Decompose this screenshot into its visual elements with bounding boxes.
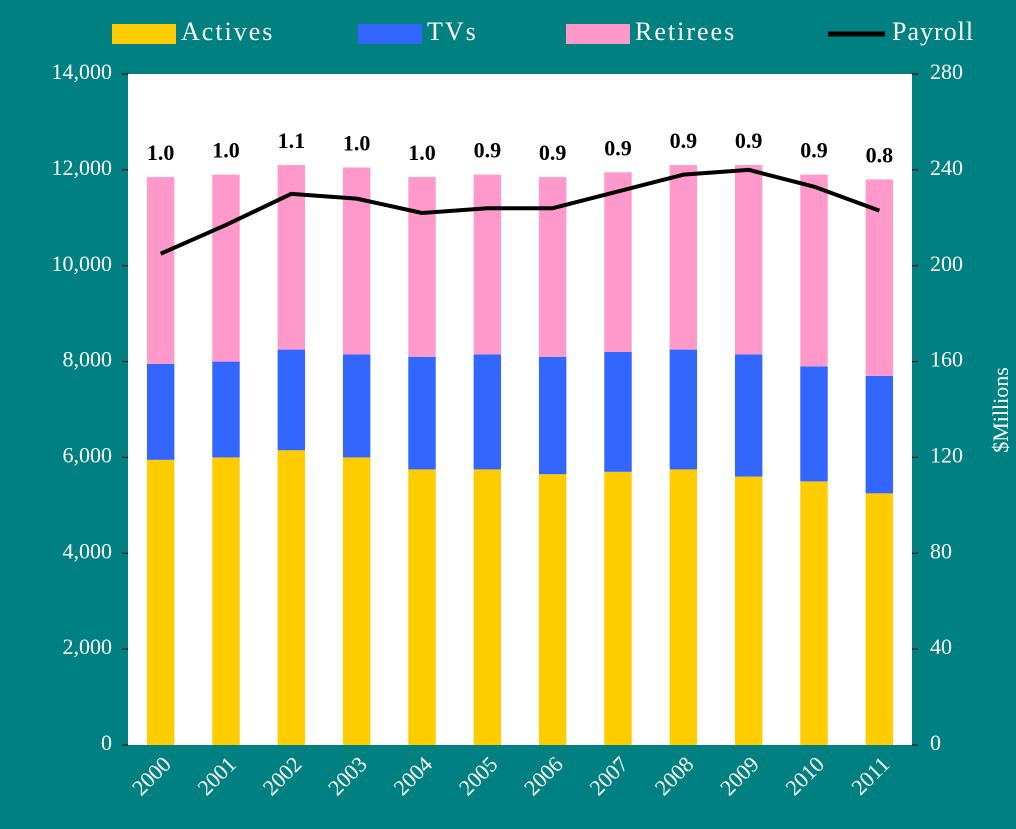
y2-tick-label: 120 xyxy=(930,442,963,467)
y-tick-label: 2,000 xyxy=(63,634,113,659)
y-tick-label: 0 xyxy=(101,730,112,755)
legend-label: Retirees xyxy=(635,17,736,46)
y2-tick-label: 160 xyxy=(930,347,963,372)
bar-top-label: 0.9 xyxy=(670,128,698,153)
y-tick-label: 8,000 xyxy=(63,347,113,372)
bar-top-label: 1.0 xyxy=(212,138,240,163)
y2-tick-label: 40 xyxy=(930,634,952,659)
bar xyxy=(146,363,175,460)
bar xyxy=(604,351,632,472)
line xyxy=(159,167,881,256)
bar-top-label: 1.1 xyxy=(278,128,306,153)
y-tick-label: 10,000 xyxy=(52,251,113,276)
bar xyxy=(277,349,306,451)
legend-label: Actives xyxy=(181,17,274,46)
y-tick-label: 4,000 xyxy=(63,538,113,563)
bar xyxy=(212,361,240,458)
bar xyxy=(669,349,698,470)
bar xyxy=(342,354,371,458)
legend-swatch xyxy=(358,24,422,44)
bar xyxy=(669,469,698,745)
bar xyxy=(342,457,371,745)
y2-tick-label: 0 xyxy=(930,730,941,755)
bar-top-label: 1.0 xyxy=(343,131,371,156)
bar-top-label: 1.0 xyxy=(147,140,175,165)
bar-top-label: 0.9 xyxy=(539,140,567,165)
bar xyxy=(473,469,502,745)
bar-top-label: 0.9 xyxy=(604,135,632,160)
bar xyxy=(212,457,240,745)
bar xyxy=(538,356,567,475)
legend-label: Payroll xyxy=(892,17,974,46)
bar xyxy=(865,179,894,376)
y2-tick-label: 240 xyxy=(930,155,963,180)
bar xyxy=(277,450,306,745)
bar-top-label: 1.0 xyxy=(408,140,436,165)
bar-top-label: 0.9 xyxy=(800,138,828,163)
plot-area xyxy=(128,74,912,745)
bar xyxy=(408,469,436,745)
bar xyxy=(669,165,698,350)
bar xyxy=(865,493,894,745)
bar-top-label: 0.9 xyxy=(735,128,763,153)
y-tick-label: 14,000 xyxy=(52,59,113,84)
bar xyxy=(604,172,632,352)
bar xyxy=(800,174,828,367)
bar xyxy=(212,174,240,362)
y-tick-label: 6,000 xyxy=(63,442,113,467)
bar-top-label: 0.9 xyxy=(474,138,502,163)
y2-axis-label: $Millions xyxy=(988,367,1013,453)
bar-top-label: 0.8 xyxy=(866,142,894,167)
bar xyxy=(473,174,502,355)
legend-label: TVs xyxy=(427,17,478,46)
legend-swatch xyxy=(566,24,630,44)
y2-tick-label: 280 xyxy=(930,59,963,84)
y-tick-label: 12,000 xyxy=(52,155,113,180)
bar xyxy=(342,167,371,355)
bar xyxy=(538,474,567,745)
bar xyxy=(604,471,632,745)
bar xyxy=(800,481,828,745)
bar xyxy=(865,375,894,494)
bar xyxy=(473,354,502,470)
bar xyxy=(408,177,436,357)
legend-swatch xyxy=(112,24,176,44)
bar xyxy=(146,459,175,745)
bar xyxy=(800,366,828,482)
y2-tick-label: 200 xyxy=(930,251,963,276)
bar xyxy=(146,177,175,364)
bar xyxy=(734,476,763,745)
bar xyxy=(408,356,436,470)
y2-tick-label: 80 xyxy=(930,538,952,563)
bar xyxy=(734,165,763,355)
bar xyxy=(734,354,763,477)
